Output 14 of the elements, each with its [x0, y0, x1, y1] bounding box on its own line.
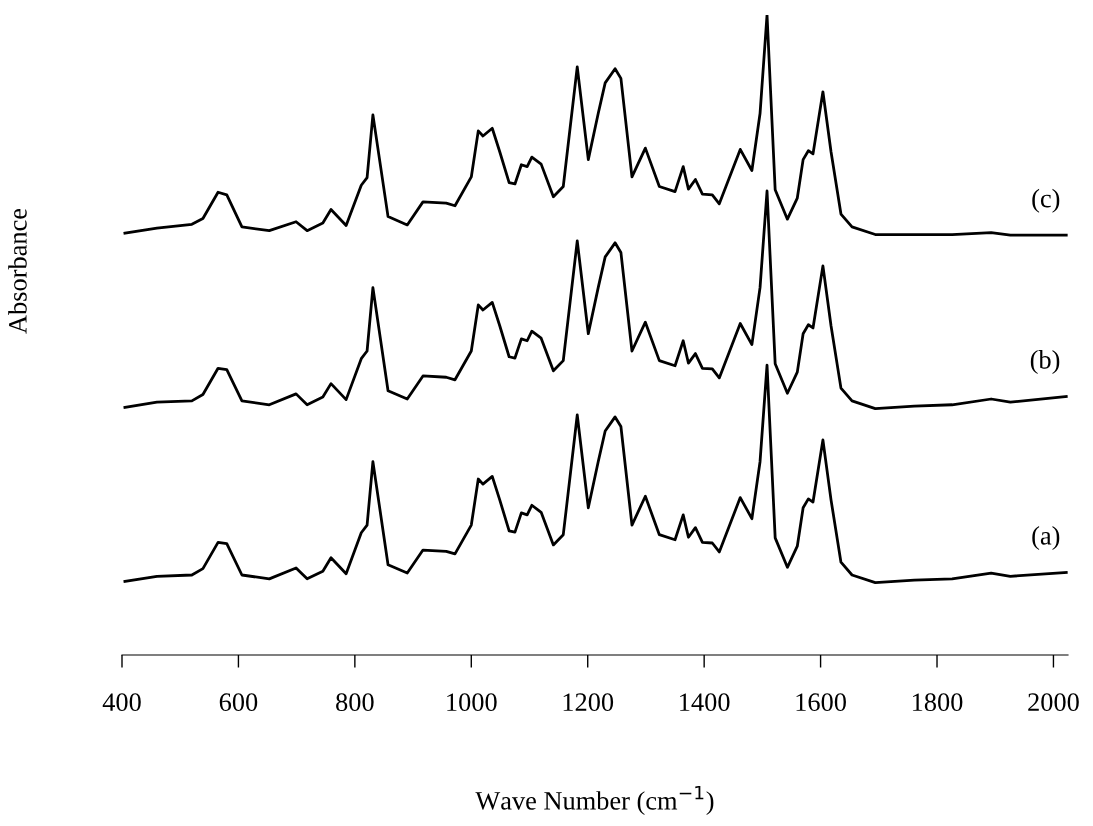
x-tick-label: 800: [336, 693, 374, 712]
series-label: (c): [1032, 188, 1060, 213]
x-tick-label: 2000: [1028, 693, 1079, 712]
x-axis-title: Wave Number (cm$^{−1}$): [475, 785, 714, 816]
y-axis-title: Absorbance: [8, 208, 27, 334]
x-tick-label: 1600: [796, 693, 846, 712]
x-tick-label: 1200: [563, 693, 614, 712]
x-tick-label: 1000: [447, 693, 497, 712]
series-label: (a): [1032, 526, 1060, 551]
series-label: (b): [1030, 350, 1060, 375]
x-tick-label: 1400: [680, 693, 730, 712]
x-tick-label: 400: [102, 693, 141, 712]
x-tick-label: 600: [219, 693, 258, 712]
x-tick-label: 1800: [912, 693, 963, 712]
